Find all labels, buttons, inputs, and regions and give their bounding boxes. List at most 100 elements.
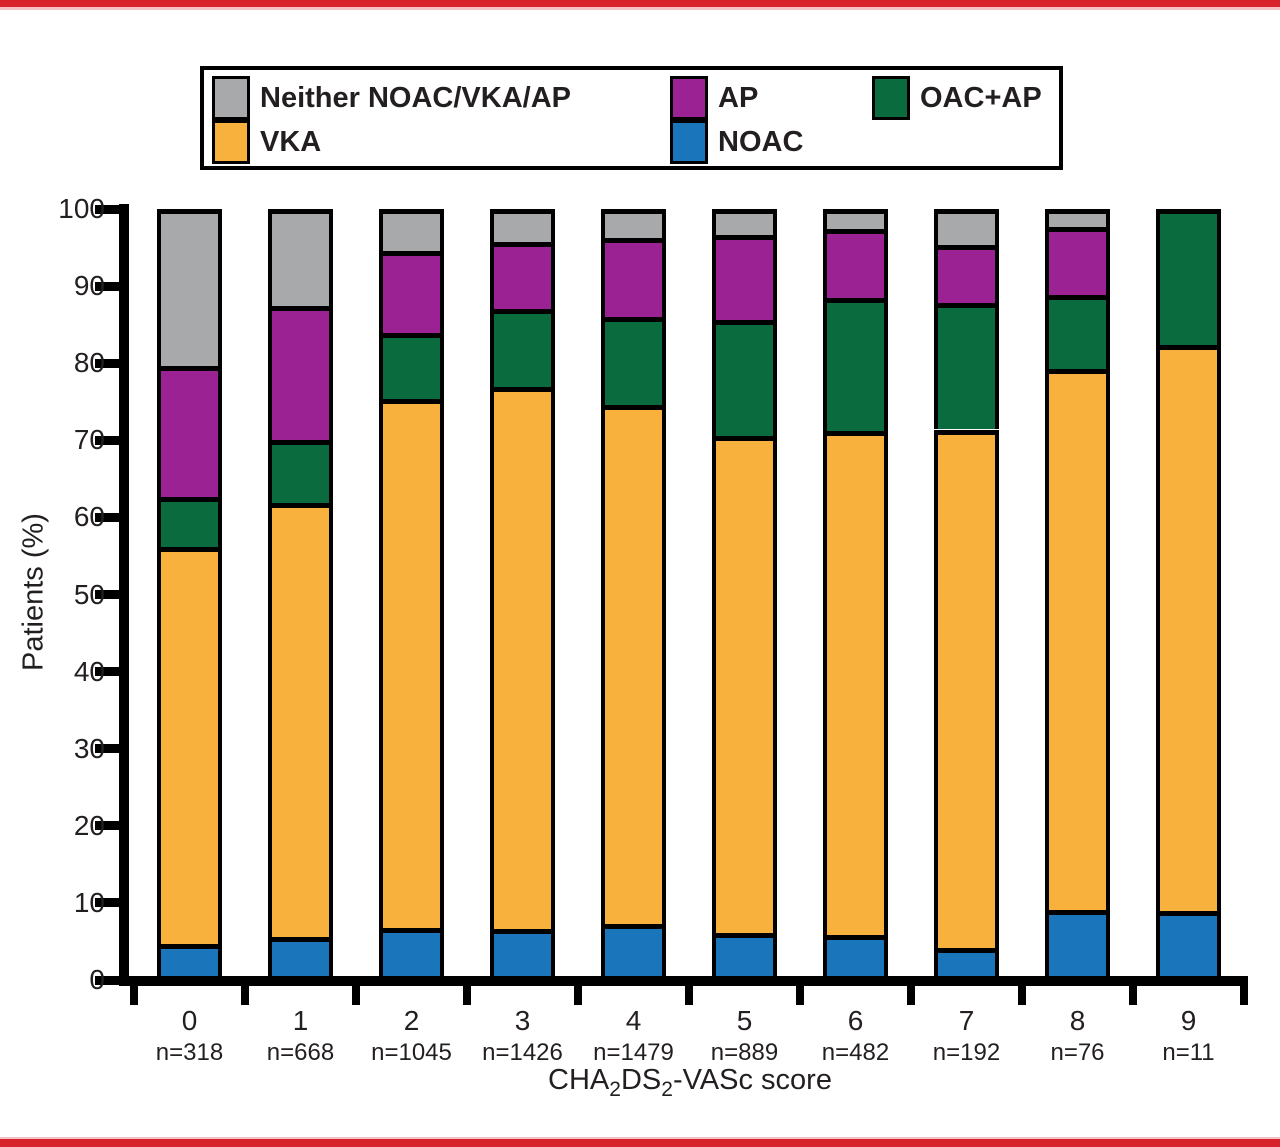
bar-score-8-segment-noac: [1045, 909, 1110, 980]
y-tick-label: 100: [58, 193, 105, 224]
y-axis-tick: [95, 590, 120, 599]
y-axis-tick: [95, 358, 120, 368]
x-category-label: 8: [1069, 1005, 1086, 1036]
x-axis-tick: [1240, 984, 1248, 1005]
x-axis-tick: [241, 984, 249, 1005]
y-tick-label: 20: [73, 809, 105, 841]
bar-score-6-segment-noac: [823, 935, 888, 980]
bar-score-7-segment-oacap: [934, 303, 999, 430]
bar-score-9-segment-oacap: [1156, 209, 1221, 346]
x-count-label: n=318: [155, 1039, 224, 1066]
y-tick-label: 30: [73, 732, 105, 764]
bar-score-1-segment-ap: [268, 306, 333, 440]
bar-score-7-segment-ap: [934, 245, 999, 304]
bar-score-1-segment-neither: [268, 209, 333, 307]
bar-score-7-segment-neither: [934, 209, 999, 246]
x-count-label: n=11: [1162, 1039, 1215, 1066]
bar-score-5-segment-neither: [712, 209, 777, 236]
y-axis-tick: [95, 435, 120, 445]
bar-score-4-segment-noac: [601, 923, 666, 980]
x-axis-tick: [352, 984, 360, 1005]
bar-score-4-segment-neither: [601, 209, 666, 238]
x-count-label: n=889: [710, 1039, 779, 1066]
x-category-label: 3: [514, 1005, 531, 1036]
bar-score-6-segment-ap: [823, 229, 888, 299]
legend-item-neither: Neither NOAC/VKA/AP: [212, 76, 571, 120]
bar-score-6-segment-oacap: [823, 298, 888, 432]
bar-score-3-segment-vka: [490, 387, 555, 930]
bar-score-5-segment-oacap: [712, 320, 777, 436]
x-axis-tick: [130, 984, 138, 1005]
x-count-label: n=1479: [593, 1039, 674, 1066]
y-tick-label: 80: [73, 347, 105, 379]
x-category-label: 7: [958, 1005, 975, 1036]
bar-score-3-segment-oacap: [490, 309, 555, 388]
bar-score-1-segment-oacap: [268, 439, 333, 503]
bar-score-6-segment-vka: [823, 431, 888, 936]
x-axis-tick: [1018, 984, 1026, 1005]
legend-label-ap: AP: [718, 81, 759, 114]
x-count-label: n=1426: [482, 1039, 563, 1066]
x-axis-tick: [685, 984, 693, 1005]
bar-score-8-segment-vka: [1045, 368, 1110, 910]
y-axis-tick: [95, 667, 120, 677]
bar-score-1-segment-vka: [268, 502, 333, 937]
x-count-label: n=668: [266, 1039, 335, 1066]
bar-score-8-segment-ap: [1045, 226, 1110, 296]
top-red-border: [0, 0, 1280, 10]
y-axis-tick: [95, 512, 120, 522]
y-tick-label: 70: [73, 424, 105, 456]
x-count-label: n=76: [1050, 1039, 1105, 1066]
x-category-label: 1: [292, 1005, 309, 1036]
x-category-label: 6: [847, 1005, 864, 1036]
bar-score-2-segment-neither: [379, 209, 444, 252]
bar-score-6-segment-neither: [823, 209, 888, 230]
bar-score-7-segment-vka: [934, 429, 999, 948]
bar-score-5-segment-noac: [712, 932, 777, 980]
chart-legend: Neither NOAC/VKA/AP VKA AP NOAC OAC+AP: [200, 66, 1063, 170]
legend-label-vka: VKA: [260, 125, 322, 158]
legend-item-vka: VKA: [212, 120, 321, 164]
x-axis-title: CHA2DS2-VASc score: [548, 1064, 832, 1101]
x-count-label: n=192: [932, 1039, 1001, 1066]
bar-score-5-segment-vka: [712, 435, 777, 933]
bar-score-2-segment-oacap: [379, 333, 444, 399]
x-category-label: 0: [181, 1005, 198, 1036]
x-axis-tick: [463, 984, 471, 1005]
bar-score-4-segment-oacap: [601, 316, 666, 405]
bar-score-4-segment-ap: [601, 237, 666, 317]
legend-swatch-vka: [212, 120, 250, 164]
y-tick-label: 10: [73, 886, 105, 918]
bar-score-8-segment-neither: [1045, 209, 1110, 227]
x-axis-tick: [574, 984, 582, 1005]
legend-item-noac: NOAC: [670, 120, 803, 164]
bar-score-3-segment-noac: [490, 929, 555, 980]
bar-score-2-segment-ap: [379, 251, 444, 334]
legend-swatch-ap: [670, 76, 708, 120]
bar-score-0-segment-vka: [157, 546, 222, 944]
x-category-label: 9: [1180, 1005, 1197, 1036]
legend-item-oacap: OAC+AP: [872, 76, 1042, 120]
y-axis-tick: [95, 898, 120, 908]
y-tick-label: 90: [73, 270, 105, 302]
bar-score-3-segment-neither: [490, 209, 555, 243]
bar-score-2-segment-noac: [379, 928, 444, 980]
y-tick-label: 0: [89, 964, 105, 995]
x-axis-tick: [907, 984, 915, 1005]
x-category-label: 4: [625, 1005, 642, 1036]
bar-score-2-segment-vka: [379, 398, 444, 929]
bottom-red-border: [0, 1137, 1280, 1147]
bar-score-0-segment-oacap: [157, 496, 222, 547]
legend-swatch-neither: [212, 76, 250, 120]
bar-score-5-segment-ap: [712, 235, 777, 320]
legend-label-oacap: OAC+AP: [920, 81, 1042, 114]
legend-item-ap: AP: [670, 76, 758, 120]
y-axis-tick: [95, 744, 120, 754]
x-count-label: n=1045: [371, 1039, 452, 1066]
y-axis-tick: [95, 204, 120, 214]
x-axis-line: [119, 976, 1248, 986]
legend-label-neither: Neither NOAC/VKA/AP: [260, 81, 571, 114]
y-tick-label: 50: [73, 578, 105, 610]
bar-score-4-segment-vka: [601, 404, 666, 924]
bar-score-3-segment-ap: [490, 242, 555, 310]
